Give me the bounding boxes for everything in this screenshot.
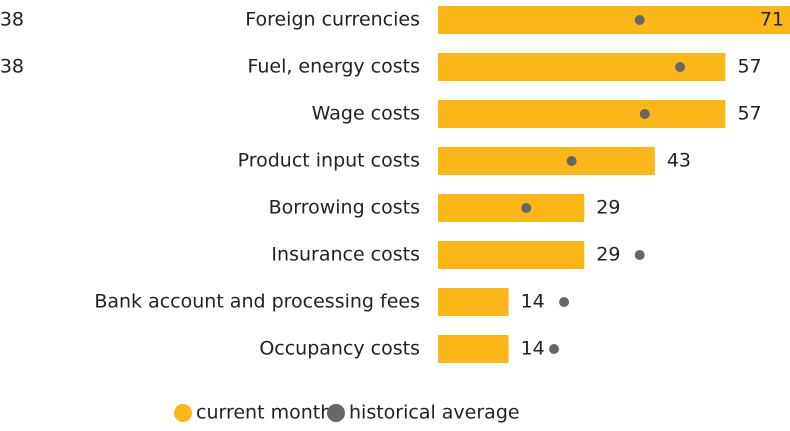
historical-dot	[634, 250, 645, 260]
bar	[438, 288, 509, 316]
bar	[438, 100, 726, 128]
bar	[438, 194, 585, 222]
category-label: Occupancy costs	[259, 338, 420, 360]
cut-off-label: 38	[0, 9, 24, 31]
cut-off-label: 38	[0, 56, 24, 78]
historical-dot	[548, 344, 559, 354]
value-label: 29	[596, 197, 620, 219]
bar	[438, 241, 585, 269]
value-label: 14	[521, 291, 545, 313]
legend-swatch	[327, 404, 345, 422]
historical-dot	[634, 15, 645, 25]
category-label: Bank account and processing fees	[94, 291, 420, 313]
legend-label: historical average	[349, 402, 520, 424]
historical-dot	[675, 62, 686, 72]
category-label: Insurance costs	[271, 244, 420, 266]
value-label: 57	[737, 56, 761, 78]
historical-dot	[521, 203, 532, 213]
bar	[438, 6, 790, 34]
category-label: Foreign currencies	[245, 9, 420, 31]
legend-label: current month	[196, 402, 332, 424]
category-label: Borrowing costs	[269, 197, 420, 219]
value-label: 43	[667, 150, 691, 172]
bar	[438, 147, 655, 175]
category-label: Fuel, energy costs	[247, 56, 420, 78]
historical-dot	[566, 156, 577, 166]
value-label: 57	[737, 103, 761, 125]
value-label: 14	[521, 338, 545, 360]
category-label: Wage costs	[312, 103, 420, 125]
value-label: 71	[760, 9, 784, 31]
value-label: 29	[596, 244, 620, 266]
category-label: Product input costs	[238, 150, 420, 172]
bar	[438, 335, 509, 363]
historical-dot	[559, 297, 570, 307]
historical-dot	[639, 109, 650, 119]
legend-swatch	[174, 404, 192, 422]
